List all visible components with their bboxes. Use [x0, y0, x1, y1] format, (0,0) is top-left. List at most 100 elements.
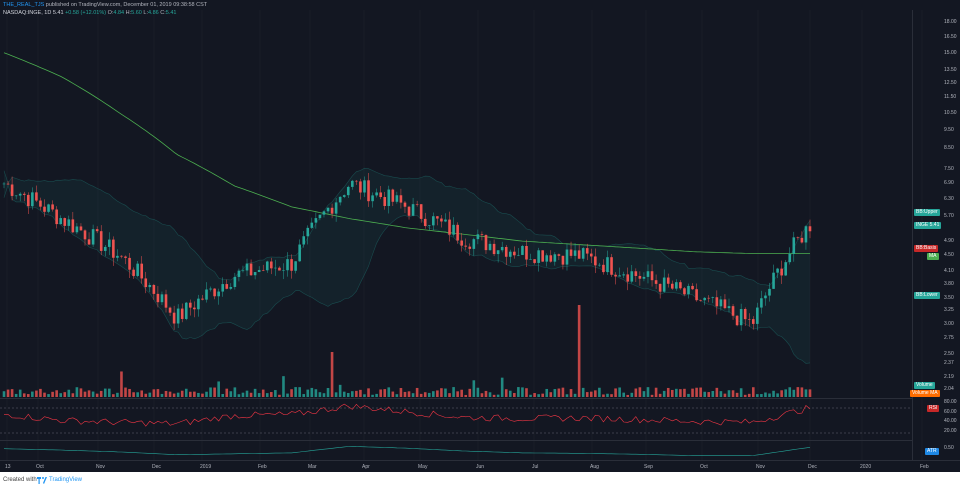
- candle-body: [172, 312, 176, 324]
- candle-body: [594, 256, 597, 266]
- volume-bar: [391, 391, 395, 397]
- candle-body: [47, 204, 50, 212]
- symbol-tag-name: INGE: [916, 222, 929, 228]
- volume-bar: [375, 393, 378, 397]
- footer-bar: Created with TradingView: [0, 472, 960, 489]
- volume-bar: [796, 387, 800, 397]
- volume-bar: [440, 388, 443, 397]
- candle-body: [221, 284, 225, 292]
- volume-bar: [598, 387, 601, 397]
- volume-bar: [221, 394, 225, 397]
- candle-body: [189, 302, 192, 308]
- volume-bar: [278, 394, 281, 397]
- candle-body: [197, 298, 200, 310]
- volume-bar: [432, 391, 435, 397]
- bb-basis-tag: BB:Basis: [914, 245, 939, 252]
- candle-body: [784, 262, 787, 276]
- volume-bar: [780, 390, 783, 397]
- volume-bar: [249, 392, 253, 397]
- candle-body: [436, 216, 439, 219]
- volume-bar: [270, 392, 273, 397]
- candle-body: [622, 274, 625, 276]
- chart-header: THE_REAL_TJS published on TradingView.co…: [3, 1, 207, 17]
- volume-bar: [306, 389, 310, 397]
- candle-body: [213, 288, 216, 297]
- volume-bar: [561, 387, 565, 397]
- candle-body: [743, 309, 747, 320]
- volume-bar: [488, 392, 492, 397]
- candle-body: [760, 298, 763, 308]
- author-link[interactable]: THE_REAL_TJS: [3, 2, 45, 8]
- volume-bar: [359, 389, 362, 397]
- tradingview-brand[interactable]: TradingView: [49, 477, 83, 483]
- volume-bar: [610, 394, 613, 397]
- volume-bar: [99, 390, 103, 397]
- candle-body: [670, 283, 674, 289]
- created-with-text: Created with: [3, 477, 37, 483]
- volume-bar: [116, 392, 119, 397]
- time-axis-label: Jul: [532, 464, 539, 470]
- chart-canvas[interactable]: [0, 0, 960, 472]
- price-axis-label: 2.75: [944, 335, 954, 342]
- volume-bar: [197, 392, 200, 397]
- rsi-pane: [0, 403, 912, 434]
- rsi-axis-label: 60.00: [944, 408, 957, 415]
- candle-body: [565, 249, 569, 265]
- volume-bar: [298, 387, 301, 397]
- candle-body: [484, 235, 488, 251]
- candle-body: [35, 192, 38, 201]
- candle-body: [464, 245, 468, 247]
- rsi-axis-label: 80.00: [944, 399, 957, 405]
- volume-bar: [642, 391, 646, 397]
- candle-body: [549, 255, 553, 262]
- volume-bar: [743, 394, 747, 397]
- candle-body: [541, 250, 544, 262]
- symbol-title[interactable]: NASDAQ:INGE, 1D: [3, 10, 52, 16]
- rsi-tag: RSI: [927, 405, 940, 412]
- price-axis-label: 3.80: [944, 280, 954, 287]
- candle-body: [71, 219, 75, 233]
- volume-bar: [403, 391, 407, 397]
- time-axis-label: Oct: [36, 464, 44, 470]
- price-axis-label: 2.50: [944, 351, 954, 358]
- candle-body: [780, 268, 783, 276]
- volume-bar: [213, 387, 216, 397]
- candle-body: [545, 255, 549, 262]
- candle-body: [359, 181, 362, 193]
- candle-body: [91, 229, 95, 245]
- volume-bar: [456, 391, 459, 397]
- volume-bar: [282, 376, 285, 397]
- volume-bar: [675, 388, 678, 397]
- volume-bar: [776, 393, 779, 397]
- volume-bar: [533, 393, 536, 397]
- candle-body: [711, 297, 715, 298]
- price-axis-label: 7.50: [944, 166, 954, 173]
- candle-body: [440, 218, 443, 222]
- candle-body: [691, 285, 694, 290]
- candle-body: [500, 246, 504, 251]
- symbol-line: NASDAQ:INGE, 1D 5.41 +0.58 (+12.01%) O:4…: [3, 9, 207, 17]
- candle-body: [261, 269, 265, 271]
- candle-body: [14, 195, 18, 197]
- candle-body: [152, 285, 156, 294]
- volume-bar: [334, 392, 338, 397]
- volume-bar: [764, 392, 767, 397]
- volume-bar: [581, 387, 585, 397]
- volume-bar: [27, 394, 30, 397]
- volume-bar: [419, 393, 423, 397]
- volume-bar: [747, 393, 751, 397]
- volume-bar: [679, 389, 682, 397]
- candle-body: [602, 264, 605, 273]
- volume-bar: [517, 387, 520, 397]
- candle-body: [112, 239, 115, 258]
- time-axis-label: 2019: [200, 464, 212, 470]
- volume-bar: [168, 391, 172, 397]
- volume-bar: [553, 389, 557, 397]
- volume-bar: [51, 391, 54, 397]
- volume-bar: [184, 388, 188, 397]
- volume-bar: [10, 389, 14, 397]
- candle-body: [415, 204, 419, 205]
- candle-body: [411, 204, 415, 216]
- volume-bar: [756, 394, 759, 397]
- volume-bar: [274, 390, 277, 397]
